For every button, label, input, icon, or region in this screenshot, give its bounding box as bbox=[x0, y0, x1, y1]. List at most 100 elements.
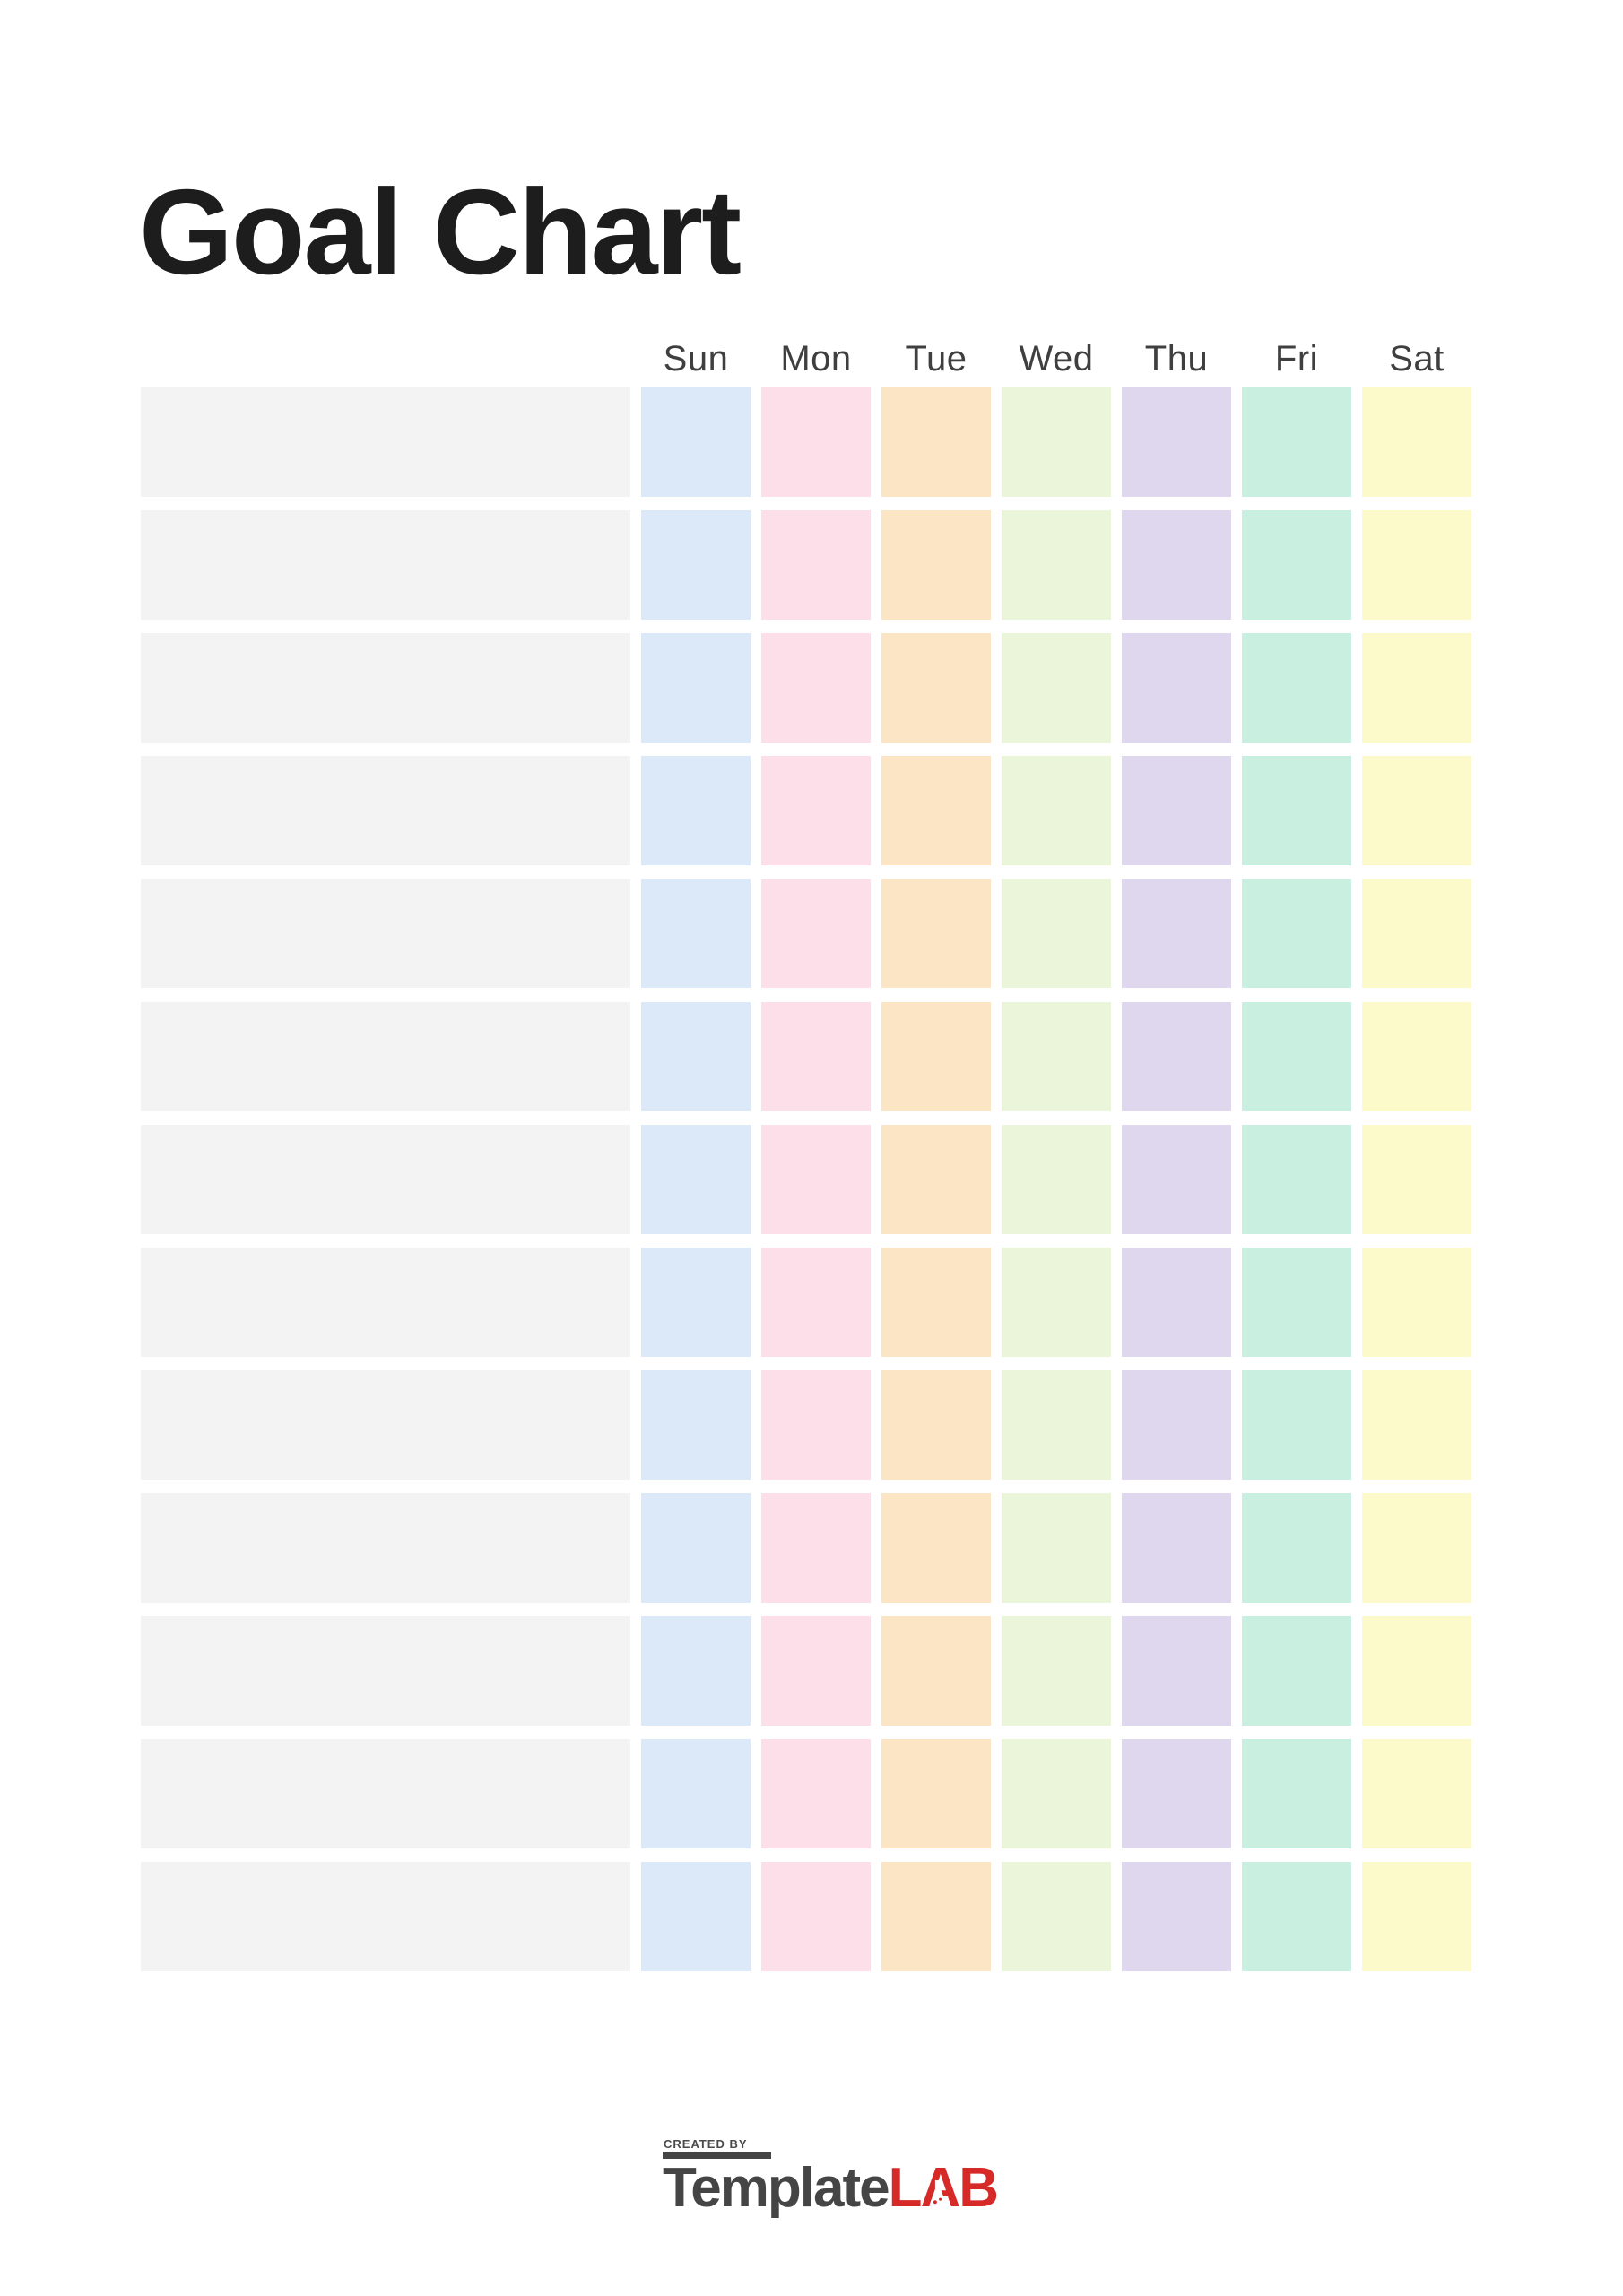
day-cell-tue[interactable] bbox=[881, 756, 991, 865]
day-cell-mon[interactable] bbox=[761, 1002, 871, 1111]
day-cell-sun[interactable] bbox=[641, 633, 751, 743]
day-cell-mon[interactable] bbox=[761, 1125, 871, 1234]
day-cell-wed[interactable] bbox=[1002, 387, 1111, 497]
day-cell-sun[interactable] bbox=[641, 1125, 751, 1234]
day-cell-mon[interactable] bbox=[761, 1370, 871, 1480]
goal-name-cell[interactable] bbox=[141, 1862, 630, 1971]
day-cell-sat[interactable] bbox=[1362, 1739, 1471, 1848]
day-cell-fri[interactable] bbox=[1242, 1739, 1351, 1848]
day-cell-tue[interactable] bbox=[881, 387, 991, 497]
day-cell-thu[interactable] bbox=[1122, 1616, 1231, 1726]
day-cell-sun[interactable] bbox=[641, 1493, 751, 1603]
day-cell-mon[interactable] bbox=[761, 633, 871, 743]
day-cell-sun[interactable] bbox=[641, 387, 751, 497]
day-cell-thu[interactable] bbox=[1122, 1248, 1231, 1357]
day-cell-wed[interactable] bbox=[1002, 1248, 1111, 1357]
day-cell-wed[interactable] bbox=[1002, 1125, 1111, 1234]
day-cell-tue[interactable] bbox=[881, 1493, 991, 1603]
day-cell-wed[interactable] bbox=[1002, 633, 1111, 743]
day-cell-sun[interactable] bbox=[641, 1739, 751, 1848]
day-cell-wed[interactable] bbox=[1002, 1002, 1111, 1111]
day-cell-mon[interactable] bbox=[761, 510, 871, 620]
day-cell-fri[interactable] bbox=[1242, 1862, 1351, 1971]
day-cell-wed[interactable] bbox=[1002, 1862, 1111, 1971]
day-cell-fri[interactable] bbox=[1242, 1616, 1351, 1726]
day-cell-wed[interactable] bbox=[1002, 879, 1111, 988]
day-cell-tue[interactable] bbox=[881, 1125, 991, 1234]
day-cell-sun[interactable] bbox=[641, 510, 751, 620]
day-cell-fri[interactable] bbox=[1242, 1370, 1351, 1480]
day-cell-fri[interactable] bbox=[1242, 1493, 1351, 1603]
day-cell-sat[interactable] bbox=[1362, 1002, 1471, 1111]
day-cell-sat[interactable] bbox=[1362, 1493, 1471, 1603]
day-cell-wed[interactable] bbox=[1002, 510, 1111, 620]
day-cell-thu[interactable] bbox=[1122, 879, 1231, 988]
day-cell-mon[interactable] bbox=[761, 1616, 871, 1726]
goal-name-cell[interactable] bbox=[141, 1616, 630, 1726]
day-cell-wed[interactable] bbox=[1002, 756, 1111, 865]
day-cell-fri[interactable] bbox=[1242, 756, 1351, 865]
day-cell-fri[interactable] bbox=[1242, 633, 1351, 743]
day-cell-sat[interactable] bbox=[1362, 1125, 1471, 1234]
day-cell-sun[interactable] bbox=[641, 1616, 751, 1726]
day-cell-sun[interactable] bbox=[641, 1248, 751, 1357]
day-cell-tue[interactable] bbox=[881, 510, 991, 620]
day-cell-wed[interactable] bbox=[1002, 1493, 1111, 1603]
day-cell-sat[interactable] bbox=[1362, 510, 1471, 620]
goal-name-cell[interactable] bbox=[141, 756, 630, 865]
day-cell-sat[interactable] bbox=[1362, 1370, 1471, 1480]
day-cell-mon[interactable] bbox=[761, 1248, 871, 1357]
day-cell-thu[interactable] bbox=[1122, 756, 1231, 865]
goal-name-cell[interactable] bbox=[141, 1370, 630, 1480]
day-cell-thu[interactable] bbox=[1122, 1370, 1231, 1480]
day-cell-thu[interactable] bbox=[1122, 1862, 1231, 1971]
goal-name-cell[interactable] bbox=[141, 1125, 630, 1234]
day-cell-fri[interactable] bbox=[1242, 1248, 1351, 1357]
day-cell-sat[interactable] bbox=[1362, 1248, 1471, 1357]
day-cell-fri[interactable] bbox=[1242, 387, 1351, 497]
day-cell-fri[interactable] bbox=[1242, 1002, 1351, 1111]
day-cell-mon[interactable] bbox=[761, 879, 871, 988]
goal-name-cell[interactable] bbox=[141, 1248, 630, 1357]
goal-name-cell[interactable] bbox=[141, 510, 630, 620]
day-cell-tue[interactable] bbox=[881, 1370, 991, 1480]
day-cell-sun[interactable] bbox=[641, 1862, 751, 1971]
day-cell-mon[interactable] bbox=[761, 1493, 871, 1603]
day-cell-wed[interactable] bbox=[1002, 1370, 1111, 1480]
day-cell-mon[interactable] bbox=[761, 387, 871, 497]
goal-name-cell[interactable] bbox=[141, 633, 630, 743]
day-cell-tue[interactable] bbox=[881, 1002, 991, 1111]
day-cell-sun[interactable] bbox=[641, 879, 751, 988]
day-cell-sat[interactable] bbox=[1362, 633, 1471, 743]
day-cell-thu[interactable] bbox=[1122, 1002, 1231, 1111]
day-cell-mon[interactable] bbox=[761, 1739, 871, 1848]
day-cell-mon[interactable] bbox=[761, 756, 871, 865]
goal-name-cell[interactable] bbox=[141, 1002, 630, 1111]
day-cell-thu[interactable] bbox=[1122, 1739, 1231, 1848]
day-cell-thu[interactable] bbox=[1122, 1125, 1231, 1234]
day-cell-wed[interactable] bbox=[1002, 1739, 1111, 1848]
day-cell-sat[interactable] bbox=[1362, 387, 1471, 497]
day-cell-fri[interactable] bbox=[1242, 879, 1351, 988]
day-cell-fri[interactable] bbox=[1242, 1125, 1351, 1234]
day-cell-tue[interactable] bbox=[881, 1862, 991, 1971]
day-cell-thu[interactable] bbox=[1122, 633, 1231, 743]
goal-name-cell[interactable] bbox=[141, 387, 630, 497]
day-cell-sun[interactable] bbox=[641, 756, 751, 865]
day-cell-fri[interactable] bbox=[1242, 510, 1351, 620]
day-cell-thu[interactable] bbox=[1122, 1493, 1231, 1603]
day-cell-sat[interactable] bbox=[1362, 1862, 1471, 1971]
day-cell-tue[interactable] bbox=[881, 1248, 991, 1357]
day-cell-sat[interactable] bbox=[1362, 1616, 1471, 1726]
day-cell-sat[interactable] bbox=[1362, 879, 1471, 988]
goal-name-cell[interactable] bbox=[141, 1493, 630, 1603]
day-cell-tue[interactable] bbox=[881, 1616, 991, 1726]
day-cell-tue[interactable] bbox=[881, 633, 991, 743]
day-cell-mon[interactable] bbox=[761, 1862, 871, 1971]
day-cell-thu[interactable] bbox=[1122, 387, 1231, 497]
day-cell-thu[interactable] bbox=[1122, 510, 1231, 620]
day-cell-tue[interactable] bbox=[881, 1739, 991, 1848]
day-cell-sun[interactable] bbox=[641, 1002, 751, 1111]
day-cell-wed[interactable] bbox=[1002, 1616, 1111, 1726]
goal-name-cell[interactable] bbox=[141, 879, 630, 988]
